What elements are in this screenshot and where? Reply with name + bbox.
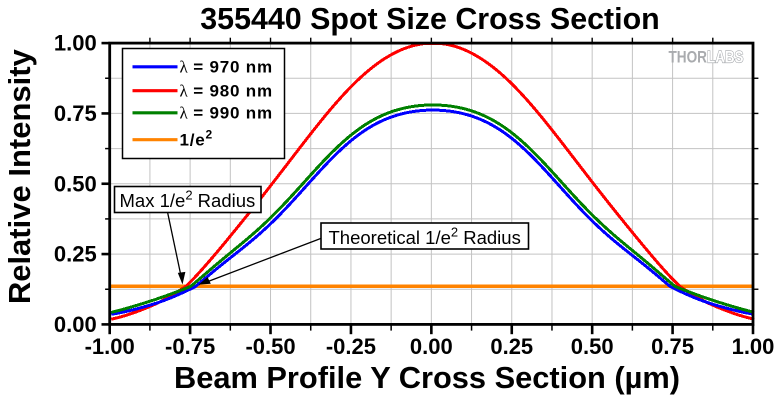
svg-text:355440 Spot Size Cross Section: 355440 Spot Size Cross Section: [200, 2, 659, 36]
svg-text:0.00: 0.00: [410, 334, 453, 359]
svg-text:-0.50: -0.50: [245, 334, 295, 359]
svg-text:-0.75: -0.75: [165, 334, 215, 359]
svg-text:LABS: LABS: [707, 49, 744, 67]
svg-text:0.00: 0.00: [54, 312, 97, 337]
svg-text:λ = 990 nm: λ = 990 nm: [180, 104, 273, 123]
svg-text:-1.00: -1.00: [85, 334, 135, 359]
svg-text:0.50: 0.50: [54, 171, 97, 196]
svg-text:0.75: 0.75: [54, 101, 97, 126]
svg-text:1/e2: 1/e2: [180, 128, 214, 150]
svg-text:THOR: THOR: [669, 49, 708, 67]
svg-text:Max 1/e2 Radius: Max 1/e2 Radius: [120, 187, 256, 211]
svg-text:-0.25: -0.25: [326, 334, 376, 359]
svg-text:0.25: 0.25: [54, 242, 97, 267]
svg-text:Theoretical 1/e2 Radius: Theoretical 1/e2 Radius: [329, 225, 521, 249]
svg-text:Beam Profile Y Cross Section (: Beam Profile Y Cross Section (µm): [174, 360, 680, 395]
svg-text:λ = 970 nm: λ = 970 nm: [180, 58, 273, 77]
svg-text:0.25: 0.25: [490, 334, 533, 359]
svg-text:1.00: 1.00: [732, 334, 775, 359]
svg-text:0.50: 0.50: [571, 334, 614, 359]
svg-text:Relative Intensity: Relative Intensity: [2, 48, 37, 304]
svg-text:λ = 980 nm: λ = 980 nm: [180, 82, 273, 101]
svg-text:1.00: 1.00: [54, 31, 97, 56]
svg-text:0.75: 0.75: [651, 334, 694, 359]
